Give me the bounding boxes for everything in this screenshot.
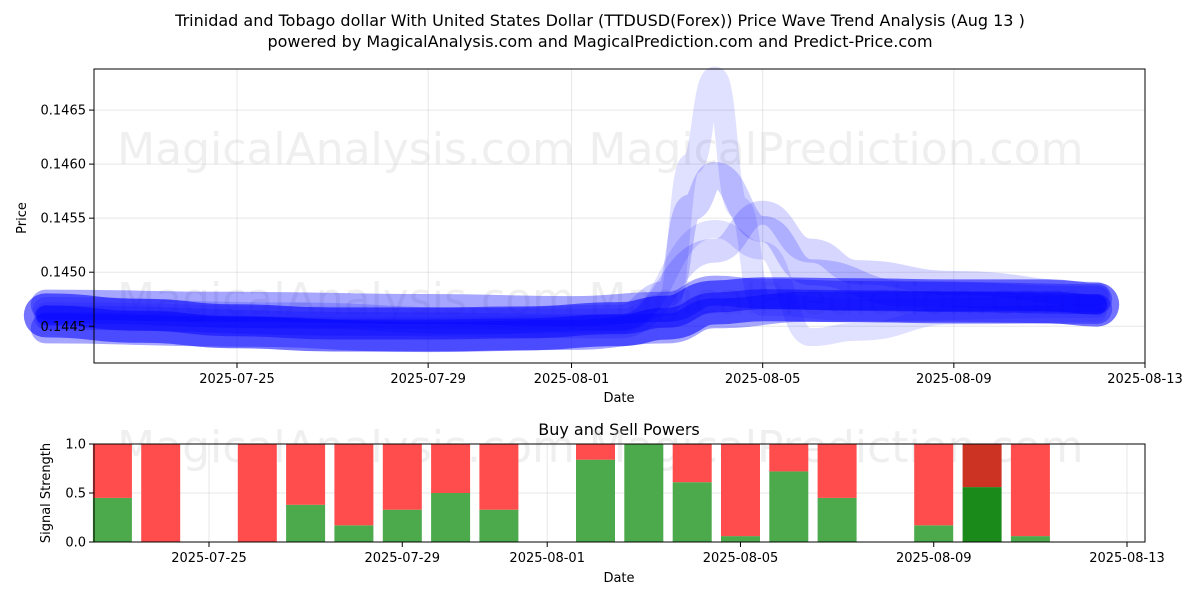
buy-sell-title: Buy and Sell Powers [538, 420, 700, 439]
buy-sell-x-axis-label: Date [603, 571, 634, 586]
buy-bar [769, 471, 809, 542]
price-y-tick-label: 0.1450 [41, 266, 87, 281]
sell-bar [962, 444, 1002, 488]
buy-sell-plot: Buy and Sell Powers MagicalAnalysis.com … [39, 420, 1165, 586]
buy-bar [286, 504, 326, 542]
buy-sell-y-tick-label: 1.0 [65, 438, 86, 453]
price-wave-band-1 [23, 277, 1120, 352]
sell-bar [382, 444, 422, 510]
price-y-tick-label: 0.1445 [41, 320, 87, 335]
price-y-tick-label: 0.1465 [41, 104, 87, 119]
price-wave-band-5 [34, 66, 1109, 331]
sell-bar [1010, 444, 1050, 537]
price-x-tick-label: 2025-08-05 [725, 372, 801, 387]
sell-bar [576, 444, 615, 460]
buy-sell-x-tick-label: 2025-08-01 [509, 551, 585, 566]
sell-bar [721, 444, 760, 537]
sell-bar [817, 444, 857, 498]
price-x-tick-label: 2025-07-29 [390, 372, 466, 387]
price-wave-band-6 [33, 200, 1110, 339]
sell-bar [672, 444, 712, 483]
buy-sell-x-tick-label: 2025-08-09 [896, 551, 972, 566]
buy-sell-y-tick-label: 0.0 [65, 536, 86, 551]
watermark-right-top: MagicalPrediction.com [589, 124, 1084, 175]
price-wave-band-4 [32, 161, 1111, 334]
buy-bar [672, 482, 712, 542]
buy-bar [479, 509, 519, 542]
price-wave-band-2 [30, 275, 1113, 327]
buy-bar [1010, 536, 1050, 542]
buy-bar [334, 525, 374, 542]
sell-bar [769, 444, 809, 472]
buy-sell-y-axis-label: Signal Strength [39, 443, 54, 543]
price-x-tick-label: 2025-08-01 [534, 372, 610, 387]
buy-bar [914, 525, 954, 542]
sell-bar [914, 444, 954, 526]
buy-sell-y-tick-label: 0.5 [65, 487, 86, 502]
price-y-tick-label: 0.1460 [41, 158, 87, 173]
price-wave-plot: MagicalAnalysis.com MagicalPrediction.co… [15, 66, 1183, 406]
price-x-tick-label: 2025-08-09 [916, 372, 992, 387]
sell-bar [237, 444, 277, 542]
sell-bar [334, 444, 374, 526]
buy-sell-bars [92, 444, 1050, 542]
price-y-ticks: 0.1445 0.1450 0.1455 0.1460 0.1465 [41, 104, 94, 335]
buy-bar [576, 459, 615, 542]
buy-sell-y-ticks: 0.0 0.5 1.0 [65, 438, 94, 551]
sell-bar [431, 444, 471, 493]
price-wave-band-7 [36, 220, 1107, 347]
price-wave-band-3 [30, 291, 1113, 353]
price-x-axis-label: Date [603, 391, 634, 406]
price-wave-core [35, 289, 1108, 340]
watermark-left-top: MagicalAnalysis.com [117, 124, 575, 175]
buy-bar [431, 493, 471, 542]
buy-bar [962, 487, 1002, 542]
price-x-tick-label: 2025-08-13 [1107, 372, 1183, 387]
buy-bar [624, 444, 664, 542]
sell-bar [141, 444, 181, 542]
price-x-tick-label: 2025-07-25 [199, 372, 275, 387]
chart-subtitle: powered by MagicalAnalysis.com and Magic… [267, 32, 932, 51]
sell-bar [479, 444, 519, 510]
buy-sell-x-tick-label: 2025-07-29 [364, 551, 440, 566]
buy-sell-x-ticks: 2025-07-25 2025-07-29 2025-08-01 2025-08-05… [171, 542, 1165, 566]
buy-sell-x-tick-label: 2025-08-05 [703, 551, 779, 566]
sell-bar [92, 444, 132, 498]
price-x-ticks: 2025-07-25 2025-07-29 2025-08-01 2025-08-05… [199, 363, 1183, 387]
price-wave-bands [23, 66, 1120, 353]
price-plot-frame [93, 68, 1146, 364]
price-y-tick-label: 0.1455 [41, 212, 87, 227]
sell-bar [286, 444, 326, 505]
buy-bar [721, 536, 760, 542]
buy-sell-x-tick-label: 2025-07-25 [171, 551, 247, 566]
chart-title: Trinidad and Tobago dollar With United S… [174, 11, 1025, 30]
buy-sell-x-tick-label: 2025-08-13 [1089, 551, 1165, 566]
buy-bar [92, 497, 132, 542]
buy-bar [817, 497, 857, 542]
price-grid [94, 69, 1146, 363]
buy-bar [382, 509, 422, 542]
price-y-axis-label: Price [15, 202, 30, 234]
